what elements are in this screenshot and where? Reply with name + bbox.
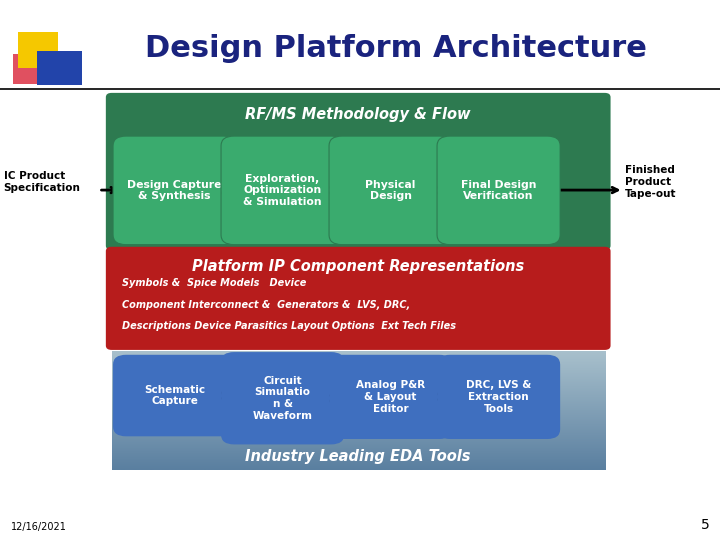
- Text: IC Product
Specification: IC Product Specification: [4, 171, 81, 193]
- Text: Component Interconnect &  Generators &  LVS, DRC,: Component Interconnect & Generators & LV…: [122, 300, 410, 310]
- Text: Industry Leading EDA Tools: Industry Leading EDA Tools: [246, 449, 471, 464]
- Text: Design Platform Architecture: Design Platform Architecture: [145, 34, 647, 63]
- Text: Physical
Design: Physical Design: [366, 179, 415, 201]
- FancyBboxPatch shape: [329, 355, 452, 439]
- Text: Platform IP Component Representations: Platform IP Component Representations: [192, 259, 524, 274]
- Text: Descriptions Device Parasitics Layout Options  Ext Tech Files: Descriptions Device Parasitics Layout Op…: [122, 321, 456, 332]
- FancyBboxPatch shape: [329, 136, 452, 245]
- FancyBboxPatch shape: [37, 51, 82, 85]
- Text: 5: 5: [701, 518, 709, 532]
- FancyBboxPatch shape: [437, 136, 560, 245]
- Text: Design Capture
& Synthesis: Design Capture & Synthesis: [127, 179, 222, 201]
- FancyBboxPatch shape: [106, 93, 611, 250]
- FancyBboxPatch shape: [221, 136, 344, 245]
- Text: Symbols &  Spice Models   Device: Symbols & Spice Models Device: [122, 278, 307, 288]
- Text: RF/MS Methodology & Flow: RF/MS Methodology & Flow: [246, 107, 471, 122]
- FancyBboxPatch shape: [13, 54, 53, 84]
- FancyBboxPatch shape: [113, 136, 236, 245]
- FancyBboxPatch shape: [221, 352, 344, 444]
- Text: Circuit
Simulatio
n &
Waveform: Circuit Simulatio n & Waveform: [253, 376, 312, 421]
- Text: Exploration,
Optimization
& Simulation: Exploration, Optimization & Simulation: [243, 174, 322, 207]
- Text: Final Design
Verification: Final Design Verification: [461, 179, 536, 201]
- Text: DRC, LVS &
Extraction
Tools: DRC, LVS & Extraction Tools: [466, 380, 531, 414]
- Text: Finished
Product
Tape-out: Finished Product Tape-out: [625, 165, 677, 199]
- FancyBboxPatch shape: [106, 247, 611, 350]
- Text: 12/16/2021: 12/16/2021: [11, 522, 67, 532]
- FancyBboxPatch shape: [437, 355, 560, 439]
- FancyBboxPatch shape: [113, 355, 236, 436]
- Text: Analog P&R
& Layout
Editor: Analog P&R & Layout Editor: [356, 380, 426, 414]
- FancyBboxPatch shape: [18, 32, 58, 68]
- Text: Schematic
Capture: Schematic Capture: [144, 384, 205, 406]
